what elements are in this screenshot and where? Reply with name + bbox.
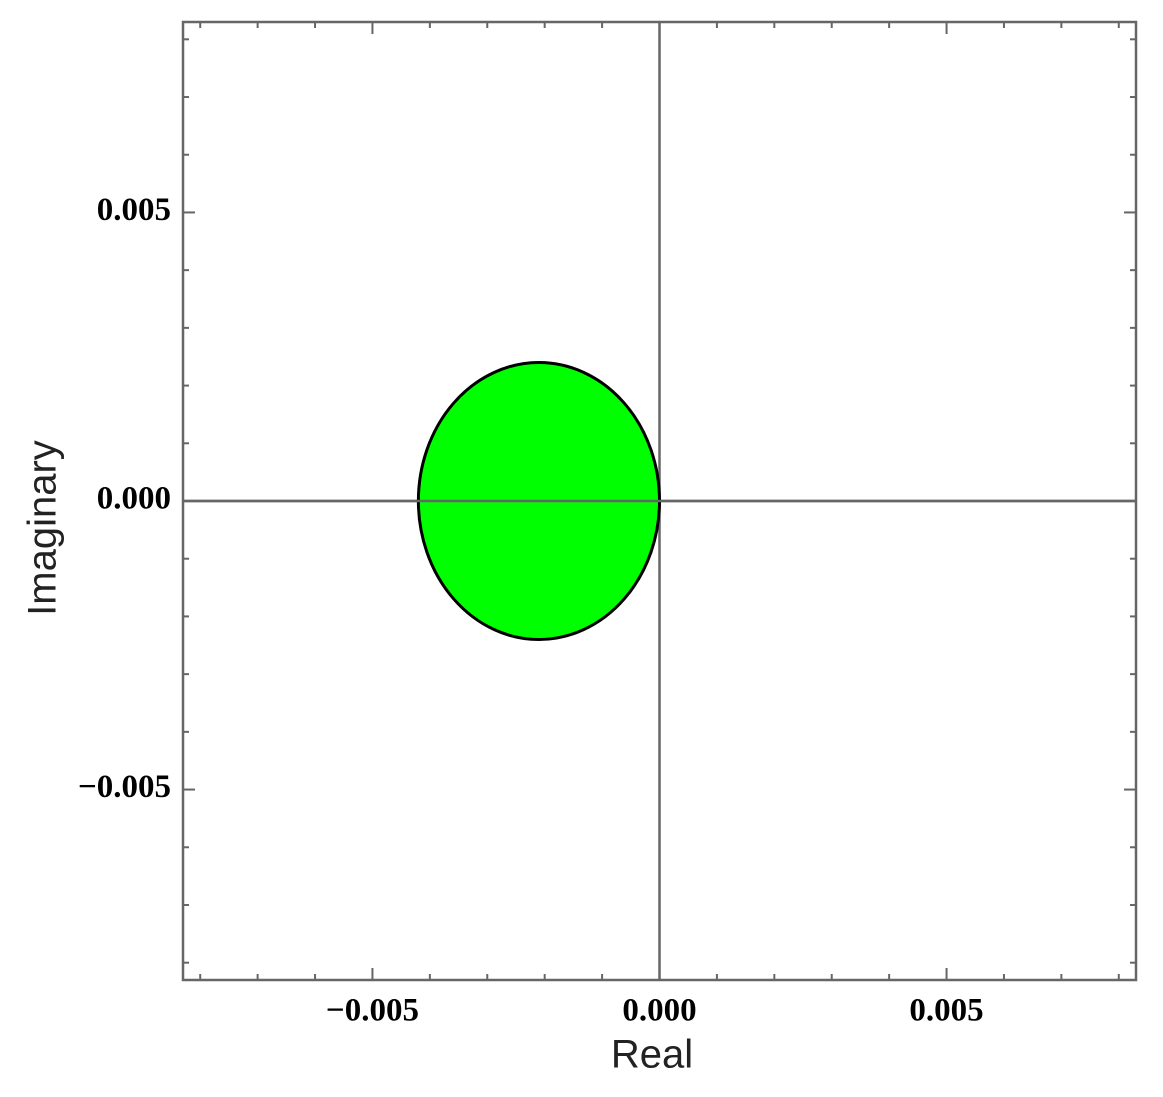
y-tick-label: 0.000	[97, 481, 171, 517]
y-tick-label: −0.005	[78, 769, 171, 805]
y-axis-label: Imaginary	[21, 440, 65, 616]
x-tick-label: 0.000	[622, 993, 696, 1029]
x-tick-label: 0.005	[909, 993, 983, 1029]
x-tick-label: −0.005	[326, 993, 419, 1029]
x-axis-label: Real	[611, 1033, 693, 1077]
y-tick-label: 0.005	[97, 192, 171, 228]
